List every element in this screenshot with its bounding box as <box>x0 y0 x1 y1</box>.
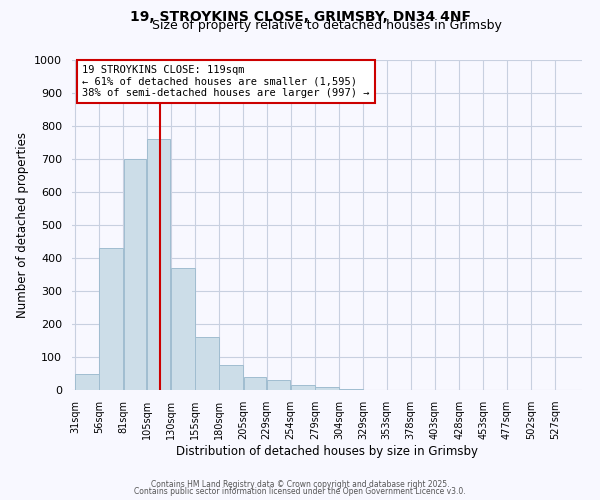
Bar <box>100 248 123 390</box>
Title: Size of property relative to detached houses in Grimsby: Size of property relative to detached ho… <box>152 20 502 32</box>
Bar <box>75 374 99 390</box>
Text: 19 STROYKINS CLOSE: 119sqm
← 61% of detached houses are smaller (1,595)
38% of s: 19 STROYKINS CLOSE: 119sqm ← 61% of deta… <box>82 65 370 98</box>
Bar <box>147 139 170 390</box>
Bar <box>315 386 339 390</box>
Bar <box>220 365 243 390</box>
Text: Contains HM Land Registry data © Crown copyright and database right 2025.: Contains HM Land Registry data © Crown c… <box>151 480 449 489</box>
Bar <box>244 377 266 390</box>
X-axis label: Distribution of detached houses by size in Grimsby: Distribution of detached houses by size … <box>176 445 478 458</box>
Text: 19, STROYKINS CLOSE, GRIMSBY, DN34 4NF: 19, STROYKINS CLOSE, GRIMSBY, DN34 4NF <box>130 10 470 24</box>
Bar <box>195 337 219 390</box>
Text: Contains public sector information licensed under the Open Government Licence v3: Contains public sector information licen… <box>134 488 466 496</box>
Bar <box>267 380 290 390</box>
Bar <box>291 385 314 390</box>
Y-axis label: Number of detached properties: Number of detached properties <box>16 132 29 318</box>
Bar <box>340 389 363 390</box>
Bar <box>124 159 146 390</box>
Bar <box>171 268 194 390</box>
